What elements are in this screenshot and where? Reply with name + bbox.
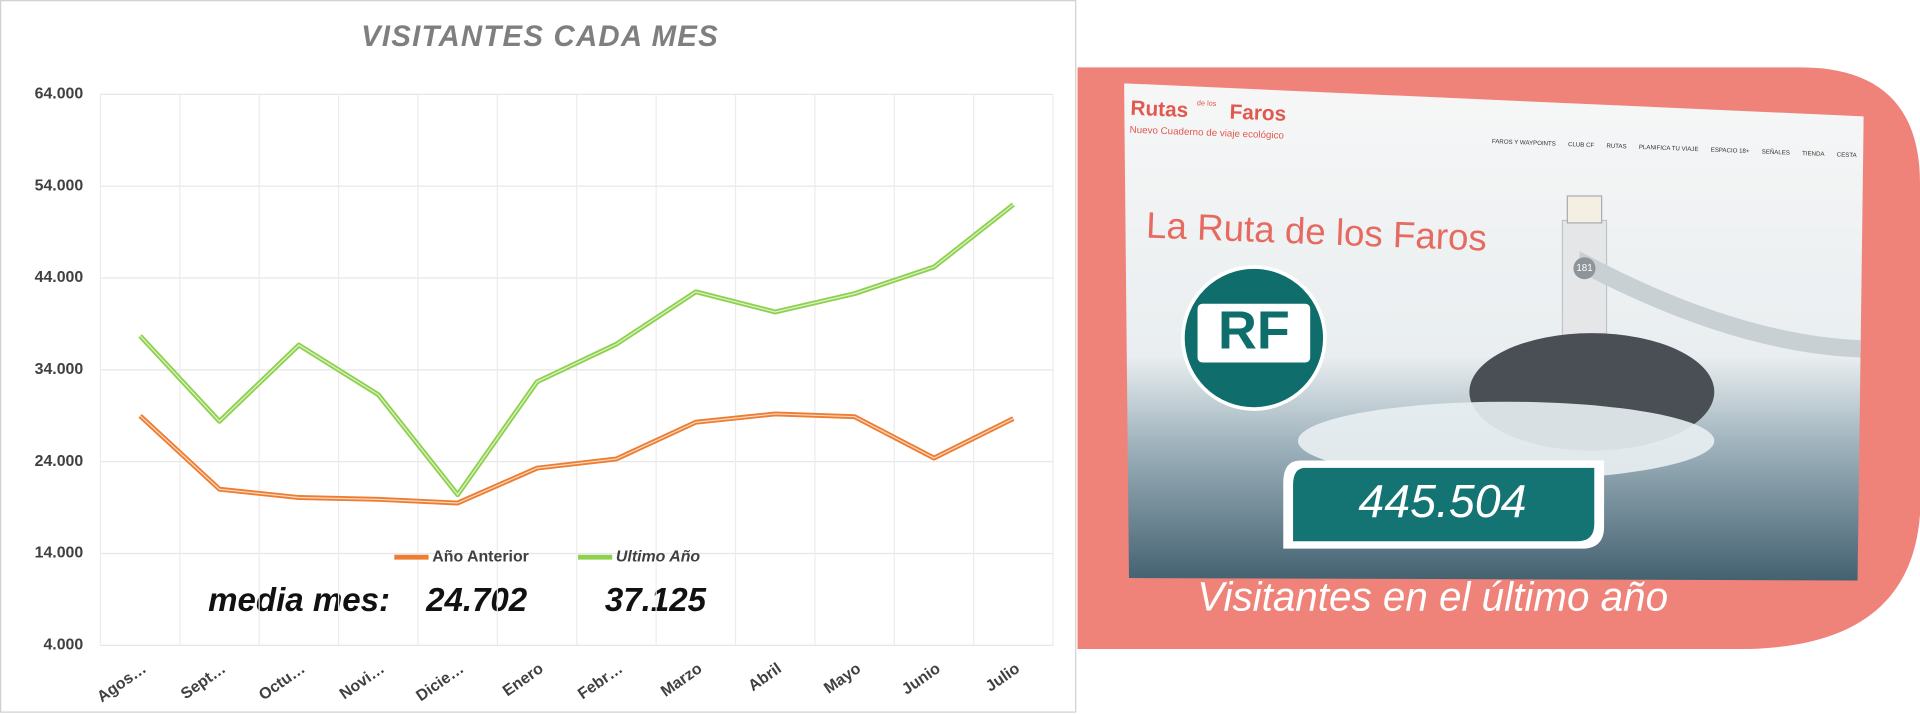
badge-label: 181 bbox=[1576, 263, 1592, 274]
y-tick-label: 14.000 bbox=[35, 545, 84, 562]
logo-text: RF bbox=[1218, 301, 1290, 361]
nav-item: SEÑALES bbox=[1762, 149, 1790, 157]
brand: Rutas bbox=[1130, 97, 1189, 122]
total: 445.504 bbox=[1358, 475, 1526, 527]
brand-small: de los bbox=[1197, 98, 1217, 108]
lighthouse bbox=[1561, 219, 1608, 356]
series-line-highlight bbox=[139, 413, 1014, 504]
brand: Faros bbox=[1229, 101, 1286, 126]
nav-item: PLANIFICA TU VIAJE bbox=[1639, 144, 1699, 153]
annotation: 24.702 bbox=[425, 582, 528, 619]
y-tick-label: 54.000 bbox=[35, 177, 84, 194]
site-header: Rutas de los Faros Nuevo Cuaderno de via… bbox=[1129, 97, 1858, 159]
total-box bbox=[1293, 467, 1595, 542]
y-tick-label: 24.000 bbox=[35, 453, 84, 470]
legend-label: Año Anterior bbox=[432, 548, 529, 565]
y-tick-label: 34.000 bbox=[35, 361, 84, 378]
caption: Visitantes en el último año bbox=[1197, 574, 1668, 620]
series-line-highlight bbox=[139, 204, 1014, 496]
nav-item: TIENDA bbox=[1802, 150, 1826, 158]
lighthouse-lamp bbox=[1566, 195, 1603, 224]
nav-item: CESTA bbox=[1837, 151, 1858, 159]
logo-plate bbox=[1197, 303, 1311, 363]
y-tick-label: 64.000 bbox=[35, 86, 84, 103]
badge bbox=[1573, 257, 1596, 280]
nav-item: CLUB CF bbox=[1568, 141, 1595, 149]
nav-item: RUTAS bbox=[1606, 143, 1627, 151]
y-tick-label: 44.000 bbox=[35, 269, 84, 286]
annotation: media mes: bbox=[208, 582, 390, 619]
nav-item: ESPACIO 18+ bbox=[1711, 147, 1750, 155]
website-screenshot bbox=[1124, 83, 1864, 581]
y-tick-label: 4.000 bbox=[43, 637, 83, 654]
legend-label: Ultimo Año bbox=[616, 548, 701, 565]
bridge bbox=[1579, 251, 1864, 358]
nav-item: FAROS Y WAYPOINTS bbox=[1492, 138, 1556, 147]
chart-title: VISITANTES CADA MES bbox=[361, 20, 719, 53]
